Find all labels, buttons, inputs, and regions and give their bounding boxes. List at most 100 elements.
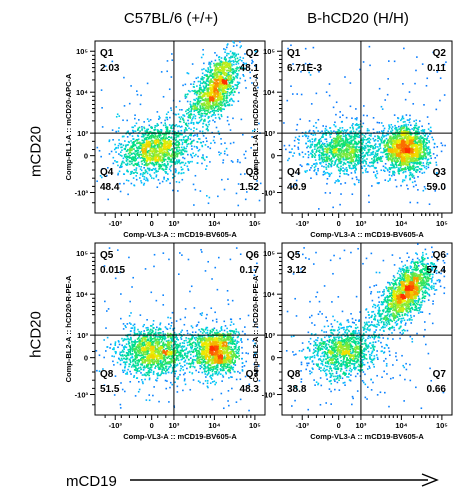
event-dot — [202, 141, 205, 143]
event-dot — [115, 161, 118, 163]
event-dot — [143, 153, 145, 156]
event-dot — [425, 147, 428, 150]
event-dot — [182, 156, 184, 159]
event-dot — [217, 110, 219, 113]
event-dot — [405, 126, 408, 128]
event-dot — [371, 185, 373, 187]
event-dot — [159, 139, 162, 142]
event-dot — [116, 161, 119, 163]
event-dot — [168, 88, 171, 91]
event-dot — [393, 139, 396, 142]
event-dot — [227, 64, 230, 66]
event-dot — [174, 163, 177, 165]
event-dot — [209, 96, 212, 99]
event-dot — [317, 167, 319, 170]
event-dot — [156, 149, 158, 152]
event-dot — [342, 130, 345, 133]
event-dot — [400, 119, 402, 122]
event-dot — [133, 159, 135, 162]
event-dot — [386, 168, 389, 171]
event-dot — [355, 164, 358, 166]
event-dot — [338, 175, 341, 178]
event-dot — [208, 112, 211, 114]
event-dot — [192, 122, 195, 124]
event-dot — [297, 138, 299, 140]
event-dot — [166, 146, 169, 149]
event-dot — [146, 118, 149, 120]
event-dot — [398, 168, 401, 171]
event-dot — [237, 100, 240, 103]
event-dot — [423, 150, 425, 153]
event-dot — [144, 133, 147, 136]
event-dot — [206, 125, 209, 128]
event-dot — [333, 147, 335, 149]
event-dot — [170, 76, 173, 78]
event-dot — [185, 96, 188, 98]
event-dot — [352, 160, 355, 163]
event-dot — [385, 148, 388, 151]
event-dot — [117, 130, 120, 133]
event-dot — [187, 169, 190, 171]
event-dot — [165, 129, 168, 131]
event-dot — [388, 137, 391, 139]
event-dot — [153, 153, 156, 156]
event-dot — [408, 174, 411, 177]
event-dot — [199, 80, 202, 83]
event-dot — [345, 167, 348, 169]
event-dot — [169, 159, 172, 161]
event-dot — [362, 160, 364, 163]
event-dot — [396, 130, 399, 132]
event-dot — [424, 155, 426, 157]
event-dot — [132, 144, 134, 146]
event-dot — [186, 125, 189, 127]
event-dot — [322, 161, 325, 164]
event-dot — [189, 153, 192, 156]
event-dot — [400, 128, 403, 131]
event-dot — [420, 161, 422, 164]
event-dot — [228, 103, 231, 106]
event-dot — [300, 93, 303, 96]
event-dot — [345, 173, 348, 175]
event-dot — [406, 184, 408, 187]
event-dot — [229, 76, 232, 79]
event-dot — [368, 141, 371, 143]
event-dot — [127, 193, 129, 196]
event-dot — [232, 76, 235, 79]
event-dot — [337, 134, 339, 137]
event-dot — [121, 135, 124, 138]
event-dot — [123, 182, 125, 185]
event-dot — [402, 83, 404, 85]
event-dot — [334, 163, 336, 165]
event-dot — [397, 120, 399, 123]
event-dot — [153, 137, 156, 139]
event-dot — [225, 72, 228, 75]
event-dot — [165, 166, 167, 168]
event-dot — [332, 154, 334, 157]
event-dot — [368, 149, 370, 152]
event-dot — [140, 160, 143, 163]
event-dot — [325, 156, 327, 159]
event-dot — [134, 153, 136, 156]
event-dot — [179, 108, 181, 111]
event-dot — [411, 158, 414, 161]
event-dot — [392, 136, 395, 139]
event-dot — [203, 95, 205, 97]
event-dot — [237, 62, 240, 65]
event-dot — [178, 100, 181, 103]
event-dot — [223, 102, 226, 105]
event-dot — [328, 147, 331, 149]
event-dot — [139, 157, 142, 159]
event-dot — [345, 142, 347, 144]
event-dot — [375, 155, 377, 158]
event-dot — [399, 166, 402, 169]
event-dot — [226, 86, 229, 88]
event-dot — [323, 148, 326, 150]
event-dot — [314, 154, 317, 157]
event-dot — [181, 109, 183, 111]
event-dot — [352, 126, 354, 129]
event-dot — [152, 142, 155, 144]
event-dot — [182, 114, 184, 116]
event-dot — [305, 142, 308, 145]
event-dot — [208, 196, 211, 199]
event-dot — [416, 165, 419, 168]
